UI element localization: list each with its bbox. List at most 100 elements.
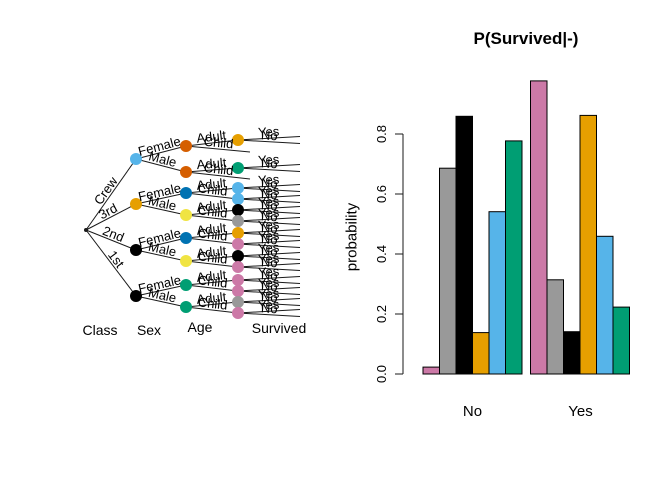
tree-edge-survived [237, 184, 301, 189]
tree-edge-survived [237, 232, 301, 237]
age-edge-label: Adult [196, 289, 227, 307]
bar-yes-orange [579, 114, 597, 375]
tree-edge-sex [135, 192, 187, 205]
y-tick-label: 0.6 [374, 185, 389, 203]
tree-edge-age [185, 260, 239, 268]
tree-edge-survived [237, 298, 301, 303]
survived-edge-label: Yes [258, 152, 281, 168]
sex-node [180, 255, 192, 267]
age-edge-label: Adult [196, 267, 227, 285]
survived-edge-label: No [261, 267, 278, 283]
tree-edge-survived [237, 220, 301, 225]
survival-barchart: 0.0 0.2 0.4 0.6 0.8 [374, 80, 630, 383]
tree-edge-survived [237, 243, 301, 248]
tree-edge-survived [237, 209, 301, 214]
age-edge-label: Adult [196, 197, 227, 215]
tree-edge-age [185, 192, 239, 200]
tree-axis-label: Survived [252, 320, 306, 336]
tree-edge-survived [237, 312, 301, 317]
age-edge-label: Child [197, 225, 228, 243]
age-node [232, 182, 244, 194]
bar-no-orange [472, 332, 490, 375]
tree-edge-sex [135, 158, 187, 173]
survived-edge-label: Yes [258, 124, 281, 140]
survived-edge-label: Yes [258, 217, 281, 233]
root-node [84, 228, 88, 232]
tree-edge-sex [135, 203, 187, 216]
tree-edge-survived [237, 252, 301, 257]
tree-edge-survived [237, 206, 301, 211]
tree-edge-age [185, 279, 239, 286]
age-edge-label: Child [197, 294, 228, 312]
age-edge-label: Child [197, 272, 228, 290]
survived-edge-label: No [261, 155, 278, 171]
sex-edge-label: Male [147, 193, 178, 214]
tree-edge-sex [135, 249, 187, 262]
survived-edge-label: Yes [258, 240, 281, 256]
age-edge-label: Adult [196, 220, 227, 238]
tree-axis-label: Class [82, 322, 117, 338]
age-node [232, 296, 244, 308]
age-node [232, 250, 244, 262]
group-label-no: No [462, 403, 483, 420]
age-node [232, 285, 244, 297]
tree-edge-survived [237, 263, 301, 268]
class-node [130, 198, 142, 210]
survived-edge-label: No [261, 278, 278, 294]
tree-nodes [84, 134, 244, 319]
class-edge-label: 1st [105, 248, 128, 271]
survived-edge-label: No [261, 254, 278, 270]
sex-edge-label: Male [147, 148, 178, 170]
survived-edge-label: Yes [258, 228, 281, 244]
survived-edge-label: No [261, 289, 278, 305]
sex-node [180, 187, 192, 199]
tree-edge-survived [237, 229, 301, 234]
group-label-yes: Yes [568, 403, 593, 420]
tree-edge-class [85, 229, 137, 251]
age-node [232, 162, 244, 174]
tree-edge-survived [237, 198, 301, 203]
tree-edge-sex [135, 237, 187, 251]
survived-edge-label: No [261, 208, 278, 224]
sex-node [180, 232, 192, 244]
bar-no-gray [439, 167, 457, 375]
tree-edge-survived [237, 290, 301, 295]
age-edge-label: Adult [196, 175, 227, 193]
tree-axis-label: Sex [137, 322, 161, 338]
survived-edge-label: No [261, 175, 278, 191]
sex-node [180, 209, 192, 221]
age-edge-label: Child [197, 180, 228, 198]
tree-edge-age [185, 145, 251, 153]
tree-edge-age [185, 214, 239, 222]
bar-yes-black [563, 331, 581, 375]
tree-edge-survived [237, 279, 301, 284]
class-edge-label: Crew [91, 174, 121, 208]
sex-edge-label: Male [147, 239, 178, 260]
tree-edge-survived [237, 276, 301, 281]
survived-edge-label: No [261, 243, 278, 259]
survived-edge-label: No [261, 127, 278, 143]
tree-edge-survived [237, 309, 301, 314]
survived-edge-label: Yes [258, 172, 281, 188]
survived-edge-label: Yes [258, 183, 281, 199]
class-node [130, 290, 142, 302]
tree-edge-survived [237, 139, 301, 144]
survived-edge-label: Yes [258, 205, 281, 221]
tree-edge-survived [237, 266, 301, 271]
tree-edge-survived [237, 301, 301, 306]
sex-node [180, 301, 192, 313]
tree-edge-survived [237, 287, 301, 292]
bar-no-black [455, 115, 473, 375]
age-edge-label: Child [197, 202, 228, 220]
tree-edge-age [185, 255, 239, 262]
tree-edge-survived [237, 255, 301, 260]
age-node [232, 215, 244, 227]
survived-edge-label: No [261, 186, 278, 202]
survived-edge-label: Yes [258, 286, 281, 302]
tree-edge-survived [237, 195, 301, 200]
tree-edge-class [85, 203, 137, 231]
class-node [130, 153, 142, 165]
